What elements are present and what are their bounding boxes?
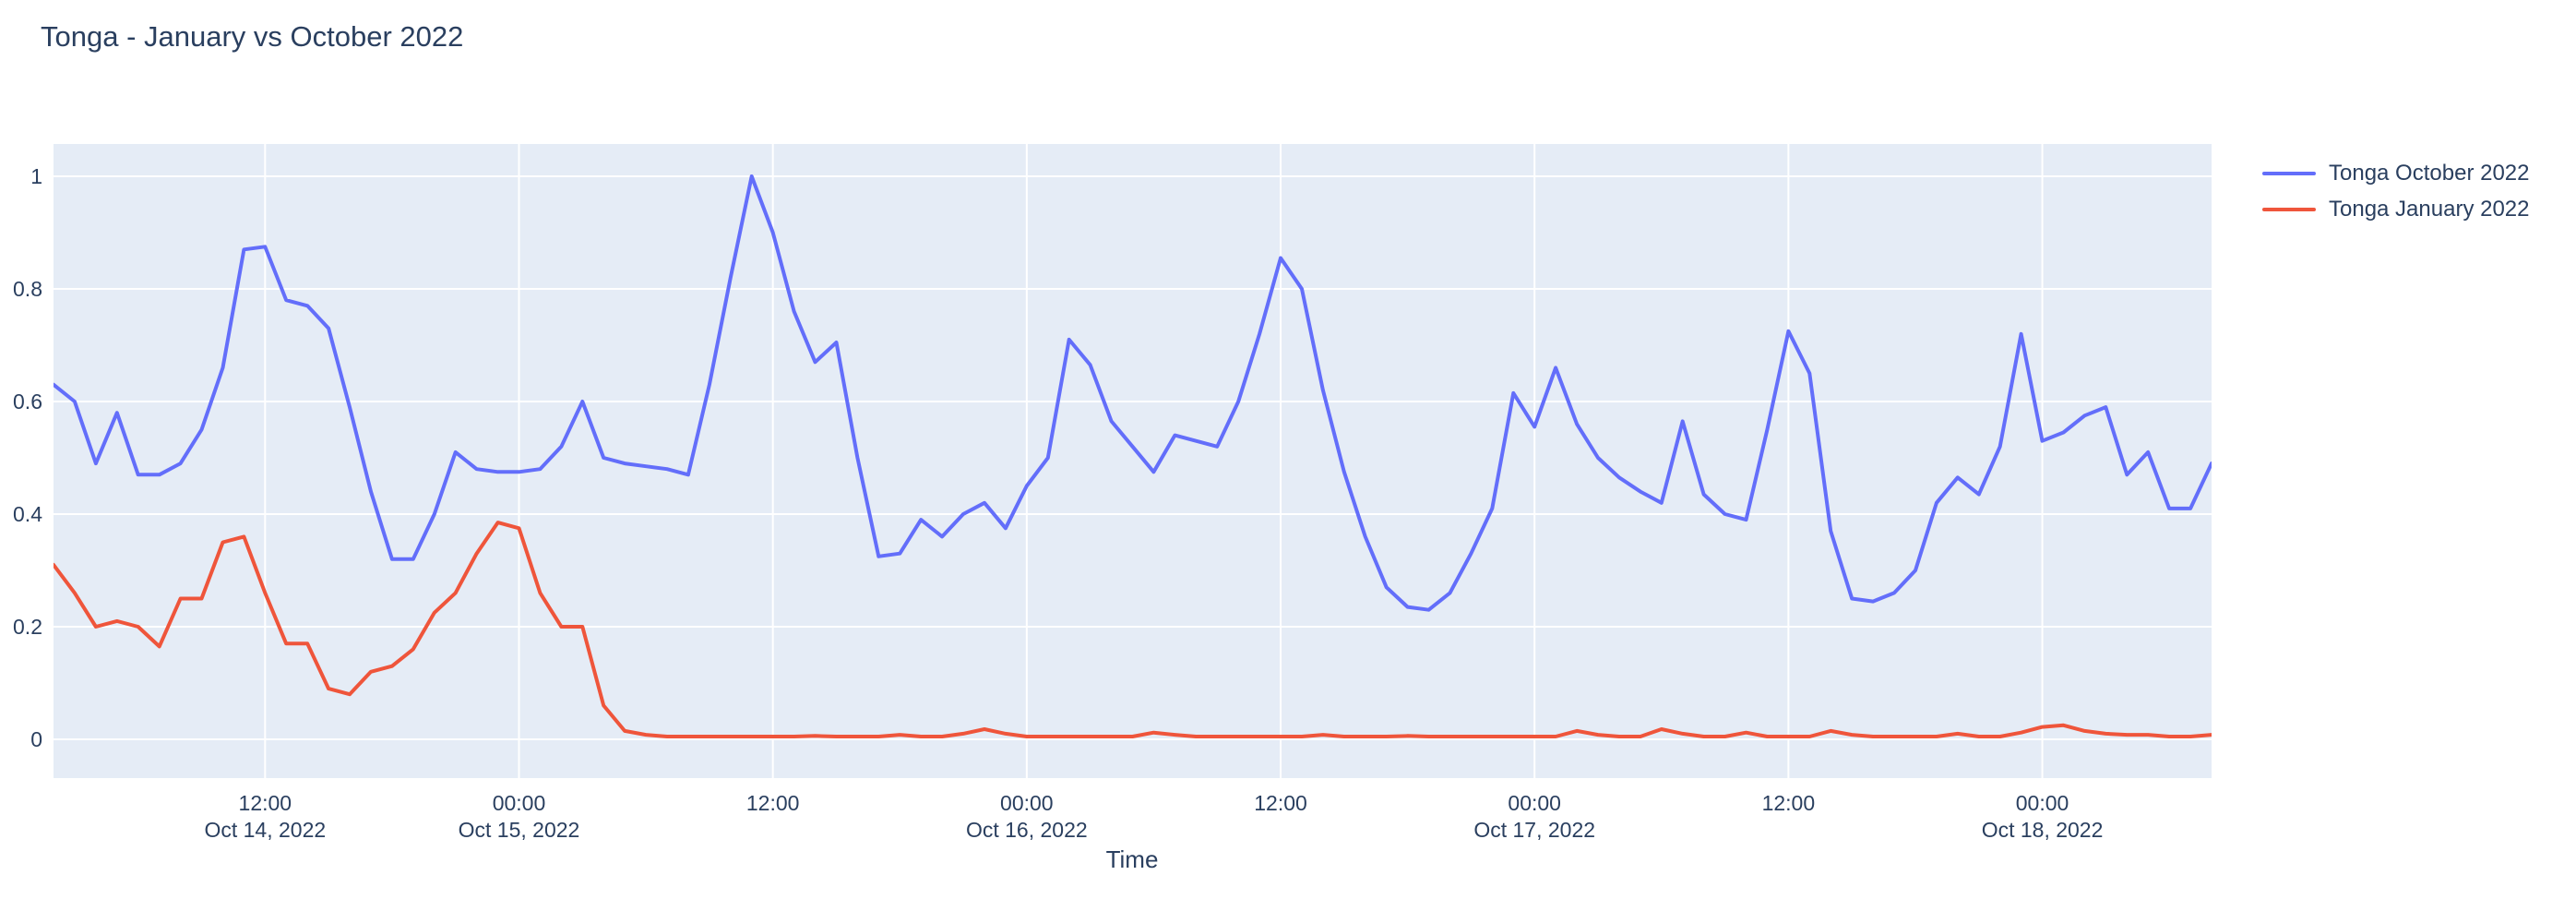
x-tick-time: 00:00 [2015, 791, 2069, 815]
x-tick-time: 00:00 [1508, 791, 1561, 815]
x-axis-title: Time [1105, 845, 1159, 873]
x-tick-time: 12:00 [745, 791, 800, 815]
october-series-line [54, 174, 2212, 612]
legend-label-january: Tonga January 2022 [2329, 196, 2530, 222]
legend: Tonga October 2022 Tonga January 2022 [2262, 155, 2530, 227]
x-tick-label: 12:00 [1687, 790, 1890, 817]
october-series-swatch-icon [2262, 171, 2316, 175]
x-tick-time: 00:00 [1000, 791, 1054, 815]
january-series-line [54, 521, 2212, 738]
legend-item-october[interactable]: Tonga October 2022 [2262, 155, 2530, 191]
x-tick-date: Oct 16, 2022 [965, 818, 1088, 842]
january-series-swatch-icon [2262, 207, 2316, 211]
legend-label-october: Tonga October 2022 [2329, 160, 2530, 186]
x-tick-time: 12:00 [1761, 791, 1816, 815]
x-tick-time: 00:00 [492, 791, 546, 815]
chart-title: Tonga - January vs October 2022 [41, 20, 464, 53]
y-tick-label: 0.8 [13, 277, 42, 301]
x-tick-time: 12:00 [238, 791, 292, 815]
x-tick-label: 12:00 [672, 790, 875, 817]
x-tick-label: 12:00 Oct 14, 2022 [163, 790, 366, 844]
y-tick-label: 0.6 [13, 390, 42, 414]
plot-area[interactable] [54, 144, 2212, 778]
legend-item-january[interactable]: Tonga January 2022 [2262, 191, 2530, 227]
x-tick-date: Oct 18, 2022 [1981, 818, 2104, 842]
x-tick-date: Oct 14, 2022 [204, 818, 327, 842]
x-tick-label: 00:00 Oct 18, 2022 [1941, 790, 2144, 844]
x-tick-label: 00:00 Oct 17, 2022 [1433, 790, 1636, 844]
y-tick-label: 0.4 [13, 502, 42, 526]
x-tick-time: 12:00 [1254, 791, 1307, 815]
plot-background [54, 144, 2212, 778]
x-tick-label: 12:00 [1179, 790, 1382, 817]
y-tick-label: 1 [30, 164, 42, 188]
x-tick-label: 00:00 Oct 16, 2022 [925, 790, 1128, 844]
x-tick-label: 00:00 Oct 15, 2022 [417, 790, 620, 844]
x-tick-date: Oct 17, 2022 [1473, 818, 1596, 842]
y-tick-label: 0 [30, 727, 42, 751]
x-tick-date: Oct 15, 2022 [458, 818, 580, 842]
y-tick-label: 0.2 [13, 615, 42, 639]
